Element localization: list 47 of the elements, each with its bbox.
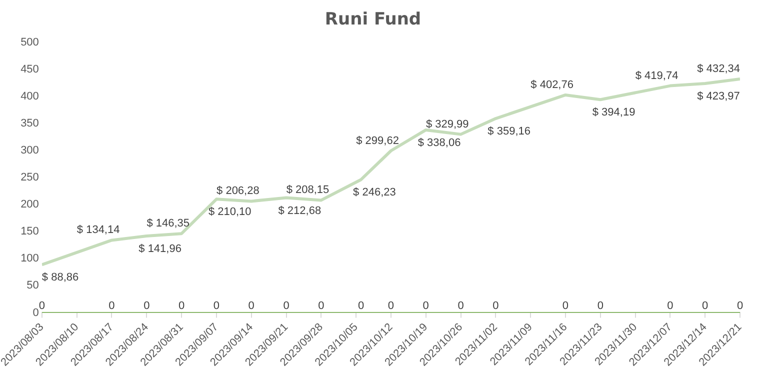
data-label: 0 bbox=[667, 300, 674, 312]
data-label: $ 423,97 bbox=[697, 90, 740, 103]
y-tick-label: 500 bbox=[20, 36, 39, 48]
data-label: 0 bbox=[283, 300, 290, 312]
data-label: 0 bbox=[358, 300, 364, 312]
data-label: $ 432,34 bbox=[697, 63, 740, 76]
data-label: 0 bbox=[597, 300, 604, 312]
y-tick-label: 300 bbox=[20, 144, 39, 157]
data-label: $ 134,14 bbox=[76, 224, 120, 236]
y-tick-label: 0 bbox=[32, 306, 39, 319]
data-label: 0 bbox=[178, 300, 185, 312]
data-label: $ 419,74 bbox=[635, 70, 678, 82]
data-label: 0 bbox=[492, 300, 499, 312]
data-label: 0 bbox=[736, 300, 744, 312]
data-label: $ 210,10 bbox=[208, 206, 252, 218]
chart-title: Runi Fund bbox=[324, 10, 422, 30]
data-label: 0 bbox=[422, 300, 429, 312]
y-tick-label: 150 bbox=[20, 226, 39, 238]
data-label: $ 141,96 bbox=[138, 243, 182, 256]
y-tick-label: 400 bbox=[20, 90, 39, 102]
data-label: $ 246,23 bbox=[353, 186, 396, 199]
data-label: $ 394,19 bbox=[592, 106, 636, 119]
data-label: 0 bbox=[318, 300, 324, 312]
data-label: $ 402,76 bbox=[530, 79, 574, 92]
y-tick-label: 450 bbox=[20, 63, 39, 76]
data-label: $ 299,62 bbox=[356, 134, 399, 147]
data-label: 0 bbox=[248, 300, 254, 312]
data-label: $ 338,06 bbox=[418, 136, 461, 149]
data-label: 0 bbox=[702, 300, 708, 312]
data-label: $ 329,99 bbox=[426, 118, 469, 130]
data-label: 0 bbox=[388, 300, 394, 312]
data-label: $ 88,86 bbox=[42, 272, 79, 284]
data-label: 0 bbox=[108, 300, 115, 312]
data-label: $ 146,35 bbox=[146, 218, 190, 230]
data-label: 0 bbox=[144, 300, 150, 312]
data-label: 0 bbox=[458, 300, 464, 312]
data-label: $ 206,28 bbox=[216, 185, 260, 198]
y-tick-label: 50 bbox=[26, 280, 39, 292]
data-label: $ 212,68 bbox=[278, 204, 322, 217]
y-tick-label: 250 bbox=[20, 172, 39, 184]
y-tick-label: 200 bbox=[20, 198, 39, 211]
data-label: 0 bbox=[562, 300, 569, 312]
data-label: $ 359,16 bbox=[488, 126, 531, 138]
data-label: 0 bbox=[213, 300, 220, 312]
y-tick-label: 350 bbox=[20, 118, 39, 130]
data-label: $ 208,15 bbox=[286, 184, 330, 196]
y-tick-label: 100 bbox=[20, 252, 39, 265]
